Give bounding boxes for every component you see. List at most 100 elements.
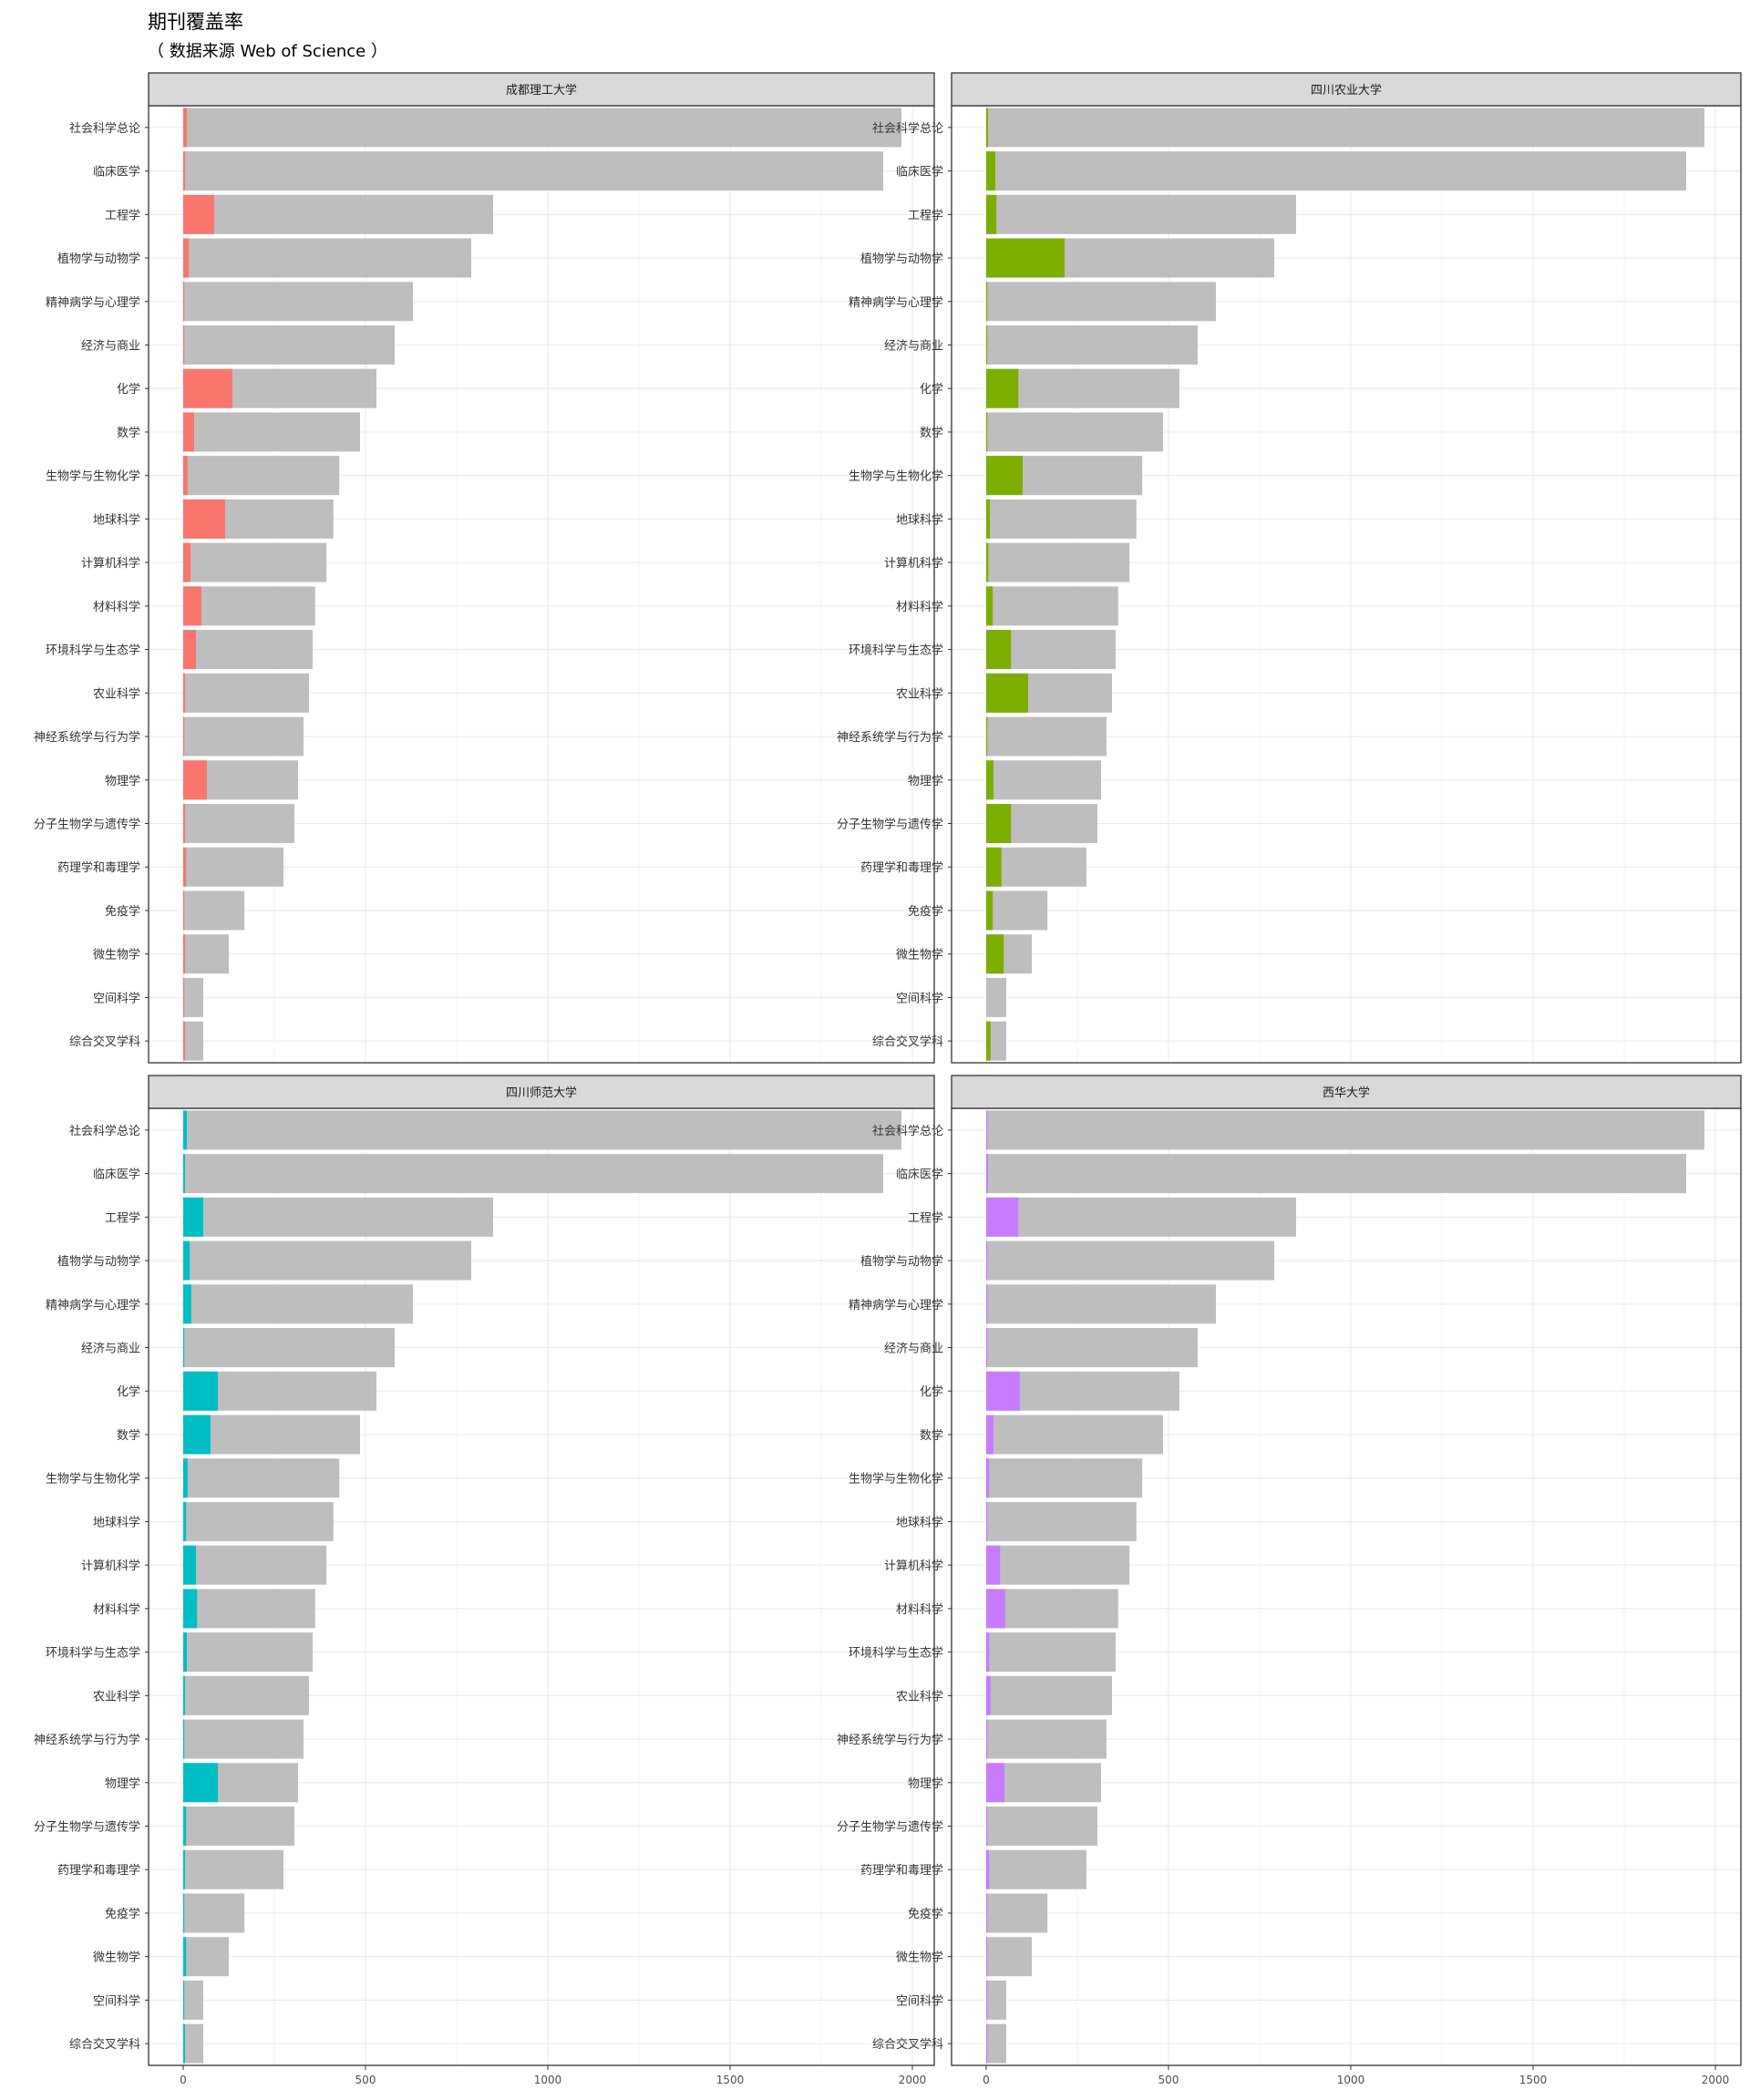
- category-label: 物理学: [105, 774, 140, 788]
- coverage-bar: [183, 630, 196, 670]
- category-label: 农业科学: [93, 1689, 140, 1704]
- total-bar: [986, 1458, 1143, 1498]
- coverage-bar: [183, 1284, 191, 1324]
- coverage-bar: [986, 2023, 988, 2064]
- coverage-bar: [183, 368, 232, 408]
- total-bar: [986, 1240, 1274, 1281]
- x-tick-label: 1500: [1519, 2074, 1548, 2086]
- total-bar: [986, 1415, 1163, 1455]
- total-bar: [183, 1545, 327, 1585]
- chart-title: 期刊覆盖率: [148, 11, 243, 33]
- coverage-bar: [183, 282, 185, 322]
- coverage-bar: [986, 412, 988, 452]
- category-label: 空间科学: [93, 991, 140, 1005]
- category-label: 免疫学: [105, 1907, 140, 1921]
- facet-strip: [148, 1075, 935, 1109]
- category-label: 计算机科学: [81, 556, 140, 571]
- category-label: 生物学与生物化学: [849, 1472, 943, 1487]
- coverage-bar: [986, 1675, 991, 1715]
- coverage-bar: [986, 1719, 988, 1759]
- coverage-bar: [986, 804, 1012, 843]
- coverage-bar: [183, 1807, 187, 1846]
- category-label: 植物学与动物学: [57, 252, 140, 266]
- category-label: 工程学: [105, 208, 140, 222]
- coverage-bar: [183, 412, 194, 452]
- coverage-bar: [183, 1021, 185, 1061]
- total-bar: [986, 1545, 1130, 1585]
- category-label: 生物学与生物化学: [849, 469, 943, 484]
- category-label: 数学: [920, 426, 943, 440]
- category-label: 精神病学与心理学: [46, 295, 140, 310]
- coverage-bar: [183, 238, 189, 278]
- coverage-bar: [986, 238, 1065, 278]
- total-bar: [986, 1807, 1097, 1846]
- coverage-bar: [986, 586, 993, 626]
- category-label: 环境科学与生态学: [46, 1646, 140, 1661]
- coverage-bar: [986, 630, 1012, 670]
- total-bar: [183, 238, 471, 278]
- category-label: 临床医学: [93, 165, 140, 180]
- category-label: 工程学: [908, 208, 943, 222]
- total-bar: [183, 1893, 245, 1933]
- x-tick-label: 2000: [899, 2074, 927, 2086]
- category-label: 临床医学: [896, 165, 943, 180]
- category-label: 精神病学与心理学: [849, 295, 943, 310]
- coverage-bar: [986, 1328, 988, 1367]
- total-bar: [986, 151, 1686, 191]
- coverage-bar: [986, 1458, 990, 1498]
- coverage-bar: [183, 194, 214, 234]
- total-bar: [183, 586, 315, 626]
- category-label: 综合交叉学科: [69, 2037, 140, 2052]
- category-label: 空间科学: [896, 991, 943, 1005]
- coverage-bar: [986, 1545, 1001, 1585]
- coverage-bar: [183, 1328, 185, 1367]
- total-bar: [986, 1197, 1296, 1237]
- x-tick-label: 1000: [534, 2074, 562, 2086]
- category-label: 药理学和毒理学: [57, 1863, 140, 1878]
- coverage-bar: [183, 1197, 203, 1237]
- coverage-bar: [986, 542, 989, 582]
- coverage-bar: [183, 673, 185, 713]
- coverage-bar: [986, 108, 988, 148]
- coverage-bar: [183, 760, 207, 800]
- category-label: 临床医学: [896, 1168, 943, 1182]
- coverage-bar: [986, 325, 988, 365]
- chart-subtitle: （ 数据来源 Web of Science ）: [148, 42, 387, 61]
- total-bar: [183, 1675, 309, 1715]
- category-label: 分子生物学与遗传学: [34, 1820, 140, 1835]
- coverage-bar: [986, 368, 1019, 408]
- total-bar: [183, 673, 309, 713]
- total-bar: [183, 1501, 334, 1541]
- coverage-bar: [183, 1501, 187, 1541]
- category-label: 神经系统学与行为学: [837, 1733, 943, 1747]
- category-label: 化学: [117, 1385, 140, 1399]
- coverage-bar: [183, 1980, 185, 2020]
- total-bar: [183, 1458, 340, 1498]
- total-bar: [183, 542, 327, 582]
- coverage-bar: [183, 151, 185, 191]
- facet-strip: [951, 1075, 1742, 1109]
- category-label: 药理学和毒理学: [860, 1863, 943, 1878]
- coverage-bar: [183, 1632, 187, 1673]
- coverage-bar: [183, 1458, 188, 1498]
- total-bar: [986, 499, 1137, 539]
- coverage-bar: [986, 1893, 988, 1933]
- coverage-bar: [183, 1893, 185, 1933]
- x-tick-label: 0: [983, 2074, 990, 2086]
- category-label: 免疫学: [105, 904, 140, 919]
- category-label: 免疫学: [908, 904, 943, 919]
- coverage-bar: [183, 542, 190, 582]
- total-bar: [183, 325, 395, 365]
- coverage-bar: [183, 804, 185, 843]
- category-label: 物理学: [908, 1776, 943, 1791]
- category-label: 分子生物学与遗传学: [34, 818, 140, 832]
- facet-label: 西华大学: [1323, 1086, 1370, 1100]
- category-label: 植物学与动物学: [860, 1254, 943, 1269]
- category-label: 计算机科学: [884, 1559, 943, 1573]
- total-bar: [986, 542, 1130, 582]
- category-label: 农业科学: [93, 686, 140, 701]
- x-tick-label: 1000: [1337, 2074, 1365, 2086]
- category-label: 经济与商业: [81, 1343, 140, 1356]
- total-bar: [183, 847, 283, 887]
- total-bar: [183, 1284, 413, 1324]
